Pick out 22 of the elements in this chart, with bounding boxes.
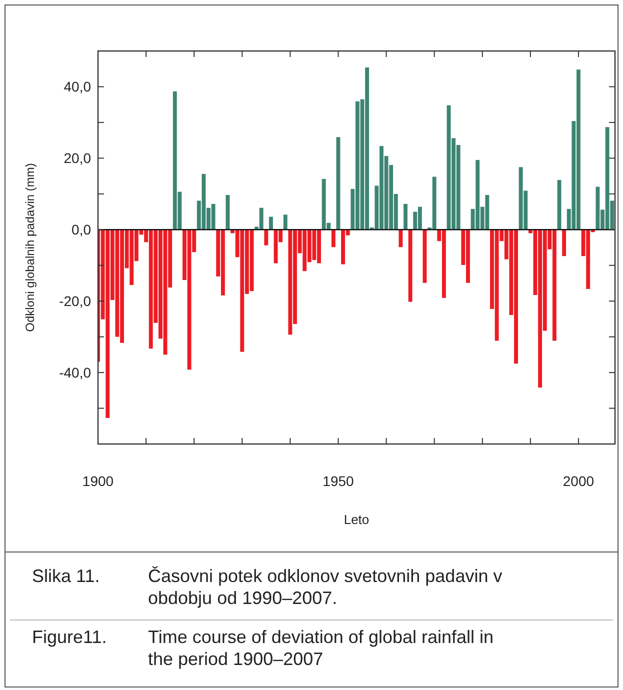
bar [408,230,412,302]
bar [404,204,408,230]
y-tick-label: 20,0 [64,150,92,166]
x-tick-label: 2000 [562,473,594,489]
bar [331,230,336,248]
y-tick-label: -20,0 [59,292,92,309]
y-axis-title: Odkloni globalnih padavin (mm) [23,163,37,332]
y-tick-label: 40,0 [64,78,92,95]
bar [264,230,268,246]
x-tick-label: 1950 [322,473,354,489]
caption: Figure11. [32,627,107,647]
y-tick-label: 0,0 [72,222,92,238]
text: Time course of deviation of global rainfall in the period 1900–2007 [148,627,494,669]
x-tick-label: 1900 [82,473,114,489]
bar [269,216,273,230]
text: Slika 11. [32,566,100,586]
bar [398,230,403,248]
bar [283,214,288,230]
bar [562,230,566,256]
text: Časovni potek odklonov svetovnih padavin v obdobju od 1990–2007. [148,566,502,608]
x-axis-title: Leto [344,512,370,527]
y-tick-label: -40,0 [59,364,92,380]
